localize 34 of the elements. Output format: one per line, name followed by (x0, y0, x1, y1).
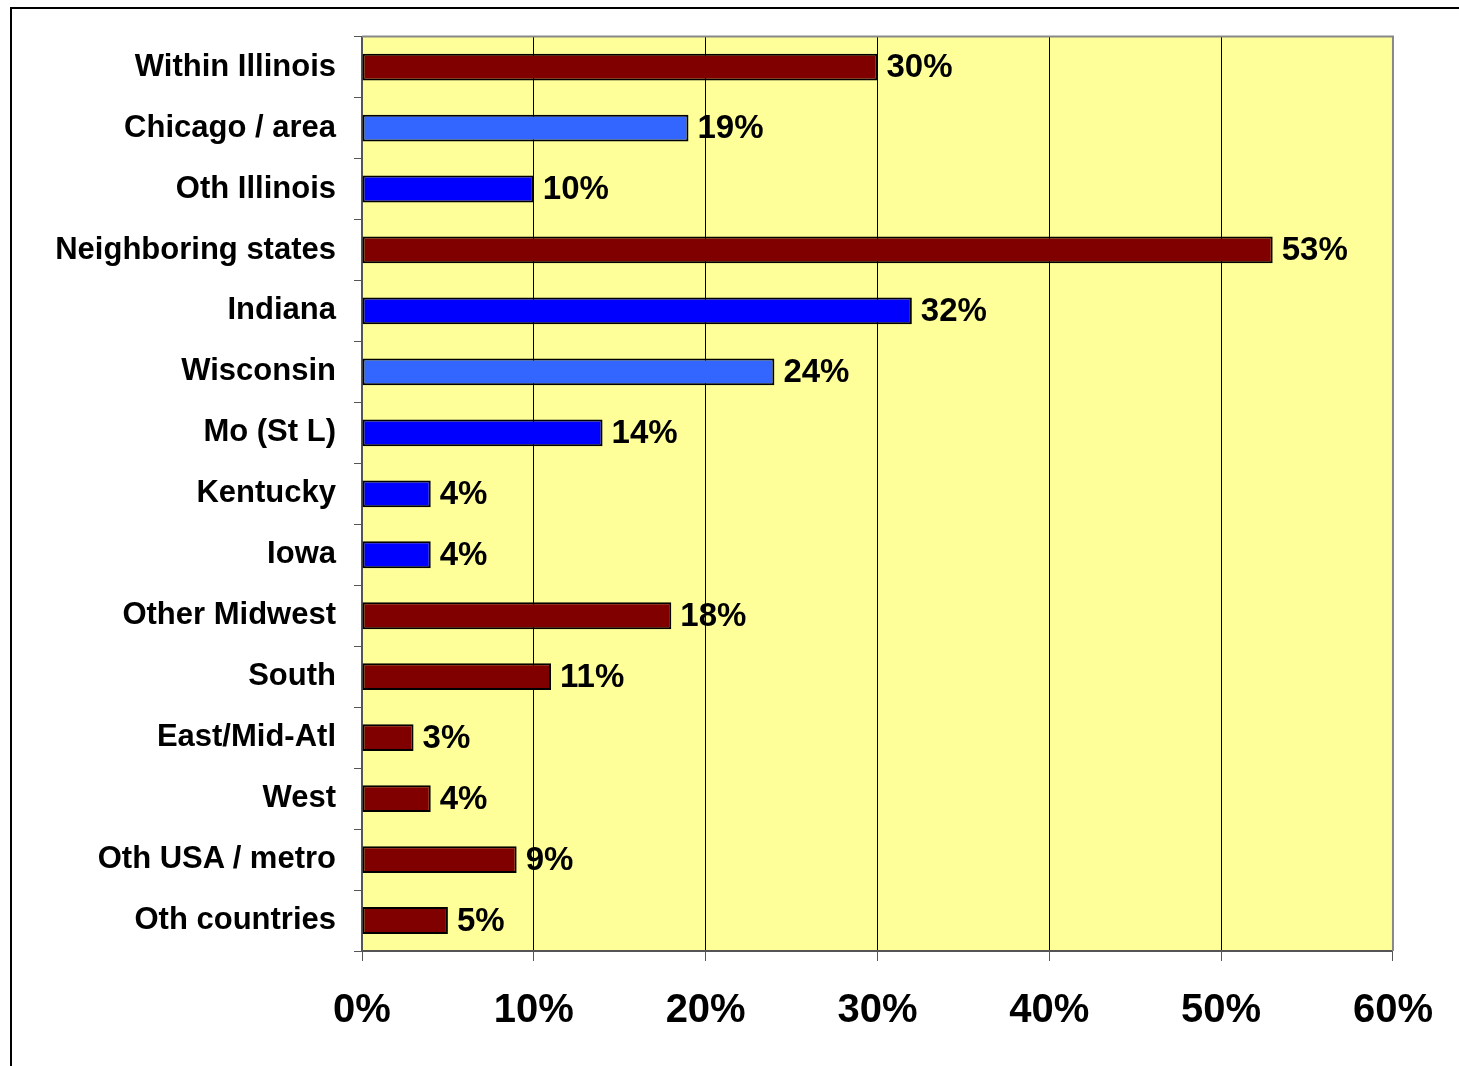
x-tick-label: 50% (1181, 986, 1262, 1031)
x-tick-label: 10% (493, 986, 574, 1031)
y-tick-label: Oth Illinois (175, 169, 336, 205)
data-label: 10% (542, 169, 609, 207)
y-tick-label: Within Illinois (134, 47, 336, 83)
x-tick-label: 0% (333, 986, 391, 1031)
y-tick-label: Wisconsin (181, 352, 336, 388)
data-label: 3% (422, 717, 471, 755)
y-tick-label: Neighboring states (55, 230, 336, 266)
data-label: 5% (456, 900, 505, 938)
x-tick-label: 30% (837, 986, 918, 1031)
y-tick-label: Iowa (267, 535, 337, 571)
y-tick-label: East/Mid-Atl (156, 718, 336, 754)
y-tick-label: Oth USA / metro (97, 840, 336, 876)
data-label: 24% (783, 351, 850, 389)
y-tick-label: West (262, 779, 336, 815)
y-tick-label: Indiana (227, 291, 337, 327)
data-label: 14% (611, 412, 678, 450)
data-label: 4% (439, 534, 488, 572)
y-tick-label: Other Midwest (122, 596, 336, 632)
y-tick-label: Mo (St L) (203, 413, 336, 449)
data-label: 4% (439, 473, 488, 511)
data-label: 11% (560, 656, 625, 694)
y-tick-label: Chicago / area (124, 108, 337, 144)
y-tick-label: Oth countries (134, 901, 336, 937)
data-label: 53% (1281, 230, 1348, 268)
x-tick-label: 20% (665, 986, 746, 1031)
y-tick-label: South (248, 657, 336, 693)
y-tick-label: Kentucky (196, 474, 337, 510)
data-label: 30% (886, 47, 953, 85)
x-tick-label: 60% (1352, 986, 1433, 1031)
x-tick-label: 40% (1009, 986, 1090, 1031)
data-label: 32% (920, 291, 987, 329)
data-label: 4% (439, 778, 488, 816)
